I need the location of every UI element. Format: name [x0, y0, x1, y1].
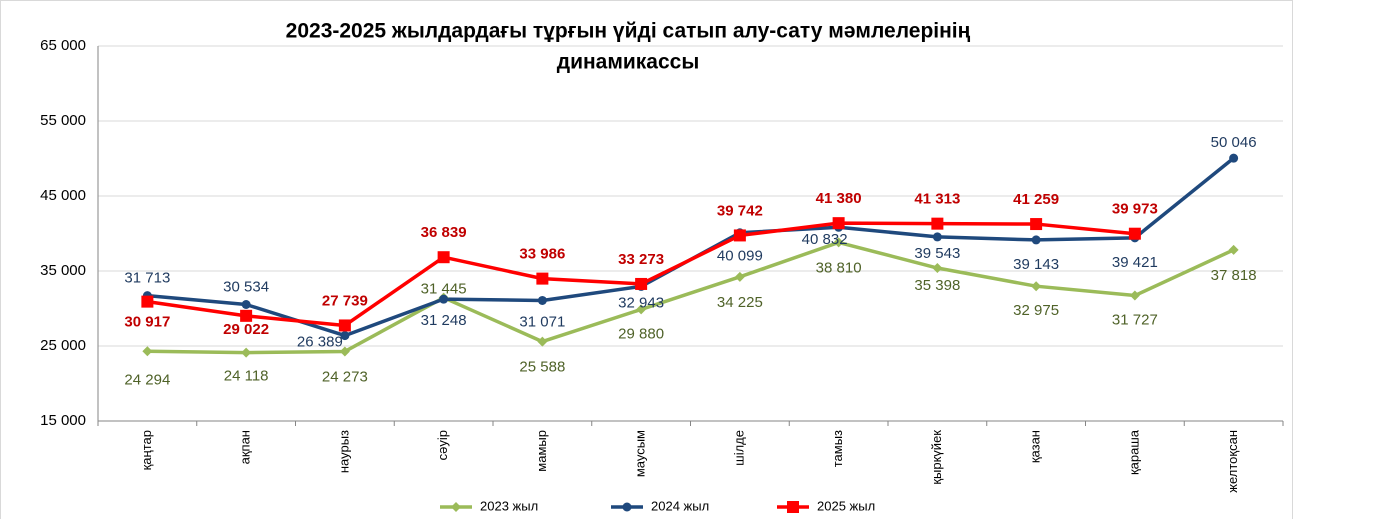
data-label: 33 986 [519, 246, 565, 263]
data-label: 24 118 [224, 368, 269, 385]
data-label: 29 022 [223, 321, 269, 338]
data-label: 40 832 [802, 231, 848, 248]
data-label: 30 917 [124, 314, 170, 331]
data-label: 24 294 [124, 371, 170, 388]
data-label: 39 543 [914, 245, 960, 262]
marker [536, 272, 549, 285]
x-tick-label: наурыз [336, 430, 351, 473]
data-label: 38 810 [816, 259, 862, 276]
x-tick-label: маусым [633, 430, 648, 477]
x-tick-label: қазан [1028, 430, 1043, 463]
x-tick-label: шілде [731, 430, 746, 466]
marker [338, 319, 351, 332]
marker [142, 346, 153, 357]
marker [1129, 290, 1140, 301]
legend-marker [622, 502, 632, 512]
legend-label: 2023 жыл [480, 498, 538, 513]
marker [1031, 281, 1042, 292]
y-tick-label: 35 000 [40, 262, 86, 279]
data-label: 41 380 [816, 190, 862, 207]
marker [241, 299, 251, 309]
marker [931, 217, 944, 230]
data-label: 31 071 [519, 313, 565, 330]
y-tick-label: 25 000 [40, 337, 86, 354]
marker [1031, 235, 1041, 245]
chart-title: динамикассы [557, 51, 700, 74]
marker [537, 336, 548, 347]
marker [1229, 153, 1239, 163]
data-label: 32 975 [1013, 302, 1059, 319]
x-tick-label: сәуір [435, 430, 450, 460]
x-tick-label: ақпан [238, 430, 253, 464]
data-label: 33 273 [618, 251, 664, 268]
marker [932, 232, 942, 242]
marker [734, 271, 745, 282]
data-label: 32 943 [618, 294, 664, 311]
marker [932, 263, 943, 274]
legend-label: 2024 жыл [651, 498, 709, 513]
marker [636, 304, 647, 315]
x-tick-label: мамыр [534, 430, 549, 472]
y-tick-label: 65 000 [40, 37, 86, 54]
series-line [147, 156, 1235, 338]
marker [437, 251, 450, 264]
marker [241, 347, 252, 358]
data-label: 26 389 [297, 334, 343, 351]
data-label: 31 445 [421, 281, 467, 298]
marker [833, 237, 844, 248]
data-label: 25 588 [519, 359, 565, 376]
marker [733, 229, 746, 242]
data-label: 39 143 [1013, 256, 1059, 273]
data-label: 37 818 [1211, 267, 1257, 284]
data-label: 50 046 [1211, 134, 1257, 151]
marker [1128, 227, 1141, 240]
series-line [147, 240, 1235, 355]
data-label: 24 273 [322, 368, 368, 385]
legend-marker [451, 502, 461, 512]
marker [340, 331, 350, 341]
chart-title: 2023-2025 жылдардағы тұрғын үйді сатып а… [286, 20, 971, 43]
marker [832, 217, 845, 230]
data-label: 41 259 [1013, 191, 1059, 208]
data-label: 31 727 [1112, 312, 1158, 329]
data-label: 27 739 [322, 292, 368, 309]
y-tick-label: 15 000 [40, 412, 86, 429]
marker [339, 346, 350, 357]
data-label: 29 880 [618, 325, 664, 342]
marker [537, 295, 547, 305]
x-tick-label: желтоқсан [1225, 430, 1240, 493]
marker [439, 294, 449, 304]
x-tick-label: қыркүйек [929, 430, 944, 485]
x-tick-label: қараша [1126, 429, 1141, 475]
data-label: 40 099 [717, 248, 763, 265]
data-label: 41 313 [914, 191, 960, 208]
data-label: 39 421 [1112, 254, 1158, 271]
x-tick-label: қаңтар [139, 430, 154, 470]
marker [240, 309, 253, 322]
y-tick-label: 45 000 [40, 187, 86, 204]
chart-border [0, 0, 1293, 519]
data-label: 39 742 [717, 202, 763, 219]
data-label: 30 534 [223, 278, 269, 295]
legend-marker [787, 501, 799, 513]
marker [1030, 218, 1043, 231]
data-label: 35 398 [914, 277, 960, 294]
y-tick-label: 55 000 [40, 112, 86, 129]
marker [635, 277, 648, 290]
data-label: 36 839 [421, 224, 467, 241]
legend-label: 2025 жыл [817, 498, 875, 513]
data-label: 31 713 [124, 270, 170, 287]
data-label: 31 248 [421, 312, 467, 329]
data-label: 34 225 [717, 294, 763, 311]
marker [1228, 244, 1239, 255]
data-label: 39 973 [1112, 201, 1158, 218]
x-tick-label: тамыз [830, 430, 845, 467]
marker [141, 295, 154, 308]
